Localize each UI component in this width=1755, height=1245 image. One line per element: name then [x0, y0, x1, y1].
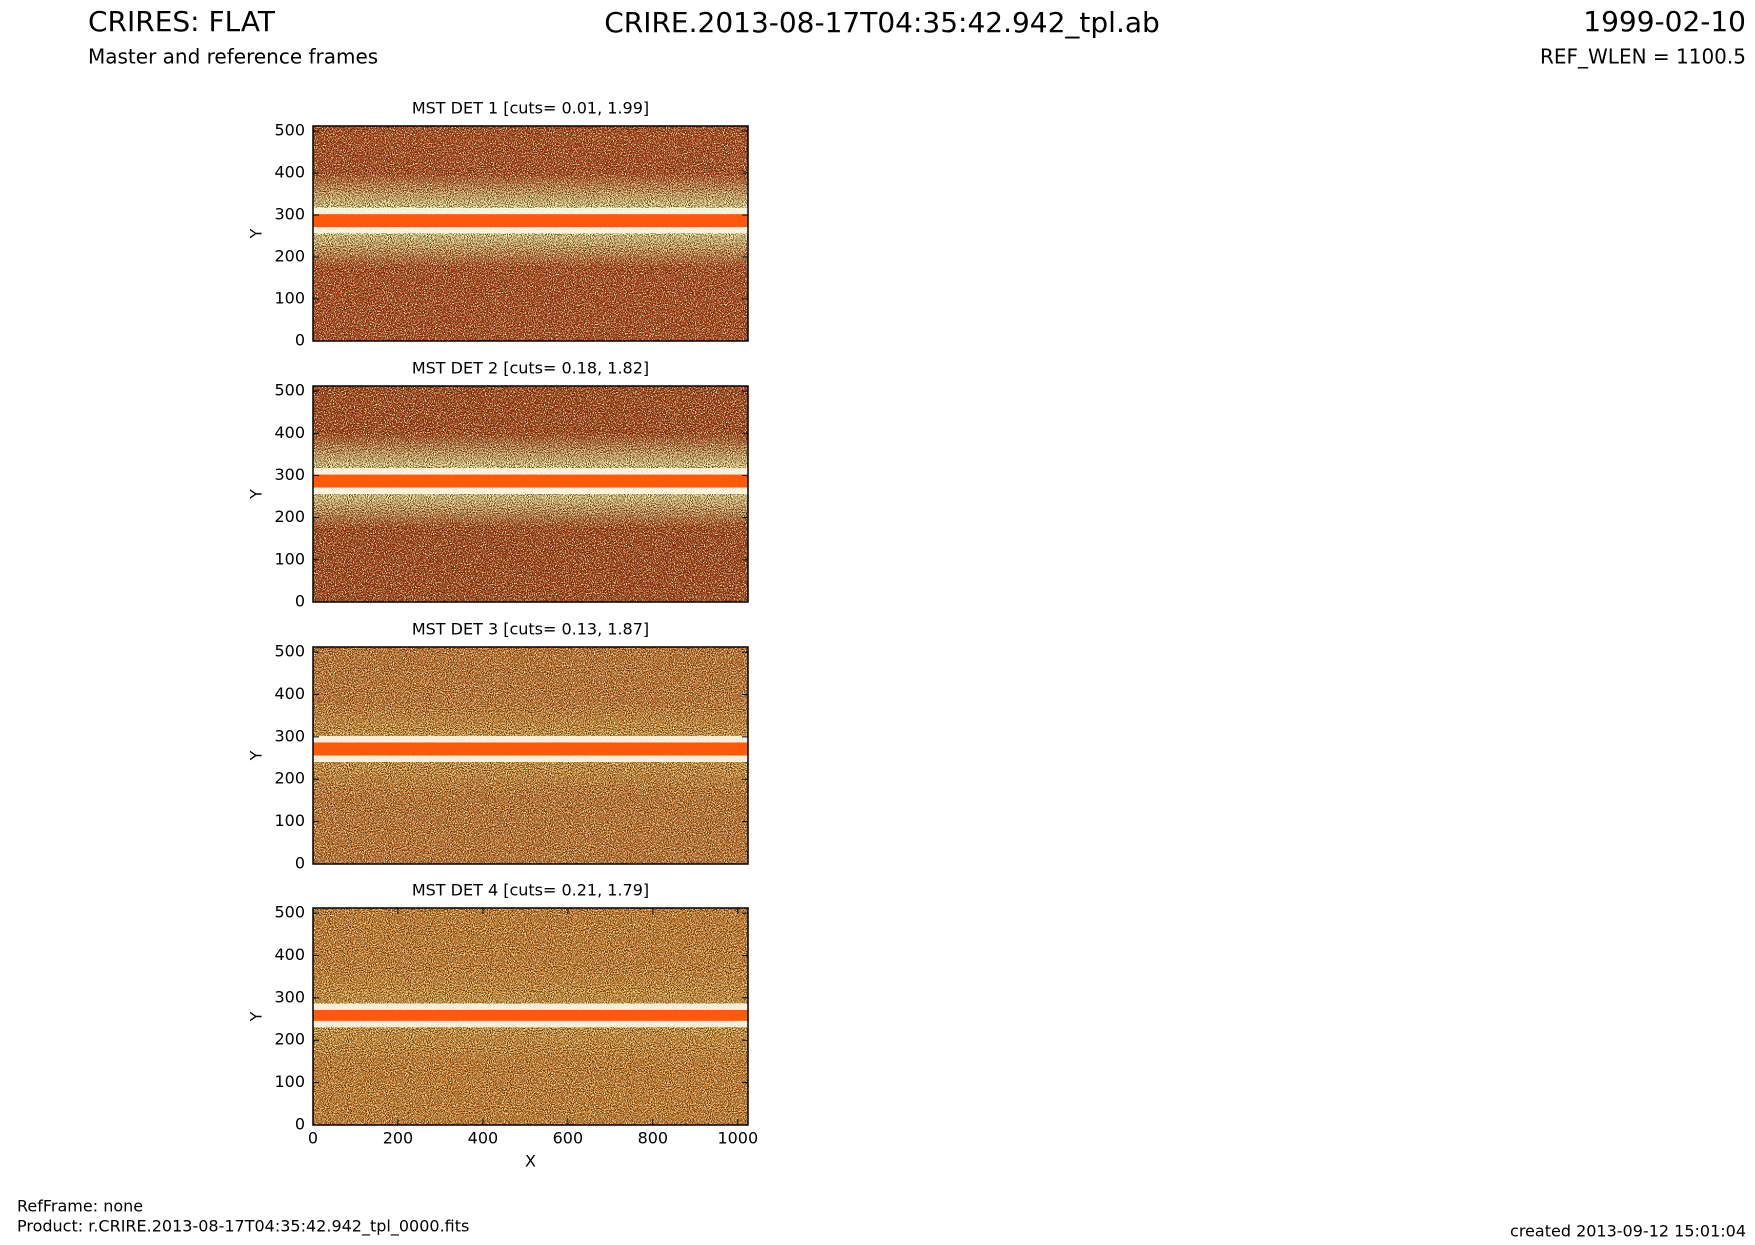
- y-tick-label: 300: [274, 987, 305, 1006]
- y-tick-label: 400: [274, 163, 305, 182]
- y-tick-label: 100: [274, 1072, 305, 1091]
- panel: MST DET 4 [cuts= 0.21, 1.79] Y 0 100 200 300 4…: [247, 881, 759, 1171]
- footer-product: Product: r.CRIRE.2013-08-17T04:35:42.942…: [17, 1217, 469, 1237]
- panel-title: MST DET 4 [cuts= 0.21, 1.79]: [412, 881, 649, 900]
- frame: [312, 385, 749, 603]
- y-tick-label: 300: [274, 726, 305, 745]
- x-tick-label: 200: [383, 1129, 414, 1148]
- fiber-band: [313, 742, 748, 756]
- footer-refframe: RefFrame: none: [17, 1197, 143, 1216]
- y-tick-label: 400: [274, 684, 305, 703]
- frame: [312, 125, 749, 342]
- y-axis-label: Y: [247, 1011, 266, 1022]
- y-axis-label: Y: [247, 489, 266, 500]
- y-tick-label: 400: [274, 945, 305, 964]
- y-tick-label: 300: [274, 205, 305, 224]
- panel-title: MST DET 1 [cuts= 0.01, 1.99]: [412, 99, 649, 118]
- y-tick-label: 500: [274, 381, 305, 400]
- y-tick-label: 200: [274, 1030, 305, 1049]
- frame: [312, 646, 749, 865]
- panel-title: MST DET 2 [cuts= 0.18, 1.82]: [412, 359, 649, 378]
- panel: MST DET 1 [cuts= 0.01, 1.99] Y 0 100 200 300 4…: [247, 99, 749, 350]
- y-tick-label: 500: [274, 642, 305, 661]
- y-tick-label: 100: [274, 811, 305, 830]
- y-tick-label: 200: [274, 247, 305, 266]
- y-tick-label: 200: [274, 507, 305, 526]
- x-tick-label: 1000: [717, 1129, 758, 1148]
- y-tick-label: 500: [274, 903, 305, 922]
- header-ref-wlen: REF_WLEN = 1100.5: [1540, 45, 1746, 69]
- header-subtitle: Master and reference frames: [88, 45, 378, 69]
- header-file: CRIRE.2013-08-17T04:35:42.942_tpl.ab: [604, 6, 1160, 39]
- frame: [312, 907, 749, 1126]
- y-tick-label: 0: [295, 592, 305, 611]
- x-tick-label: 400: [468, 1129, 499, 1148]
- y-tick-label: 0: [295, 331, 305, 350]
- panel: MST DET 3 [cuts= 0.13, 1.87] Y 0 100 200 300 4…: [247, 620, 749, 873]
- y-axis-label: Y: [247, 228, 266, 239]
- panel-title: MST DET 3 [cuts= 0.13, 1.87]: [412, 620, 649, 639]
- y-tick-label: 100: [274, 549, 305, 568]
- fiber-band: [313, 1009, 748, 1021]
- footer-created: created 2013-09-12 15:01:04: [1510, 1222, 1746, 1241]
- x-tick-label: 800: [638, 1129, 669, 1148]
- x-tick-label: 0: [308, 1129, 318, 1148]
- y-axis-label: Y: [247, 750, 266, 761]
- y-tick-label: 200: [274, 769, 305, 788]
- y-tick-label: 100: [274, 289, 305, 308]
- fiber-band: [313, 474, 748, 488]
- y-tick-label: 500: [274, 121, 305, 140]
- header-title: CRIRES: FLAT: [88, 5, 276, 38]
- panel: MST DET 2 [cuts= 0.18, 1.82] Y 0 100 200 300 4…: [247, 359, 749, 611]
- y-tick-label: 400: [274, 423, 305, 442]
- y-tick-label: 300: [274, 465, 305, 484]
- x-axis-label: X: [525, 1152, 536, 1171]
- y-tick-label: 0: [295, 854, 305, 873]
- header-date: 1999-02-10: [1583, 5, 1746, 38]
- y-tick-label: 0: [295, 1115, 305, 1134]
- x-tick-label: 600: [553, 1129, 584, 1148]
- fiber-band: [313, 214, 748, 228]
